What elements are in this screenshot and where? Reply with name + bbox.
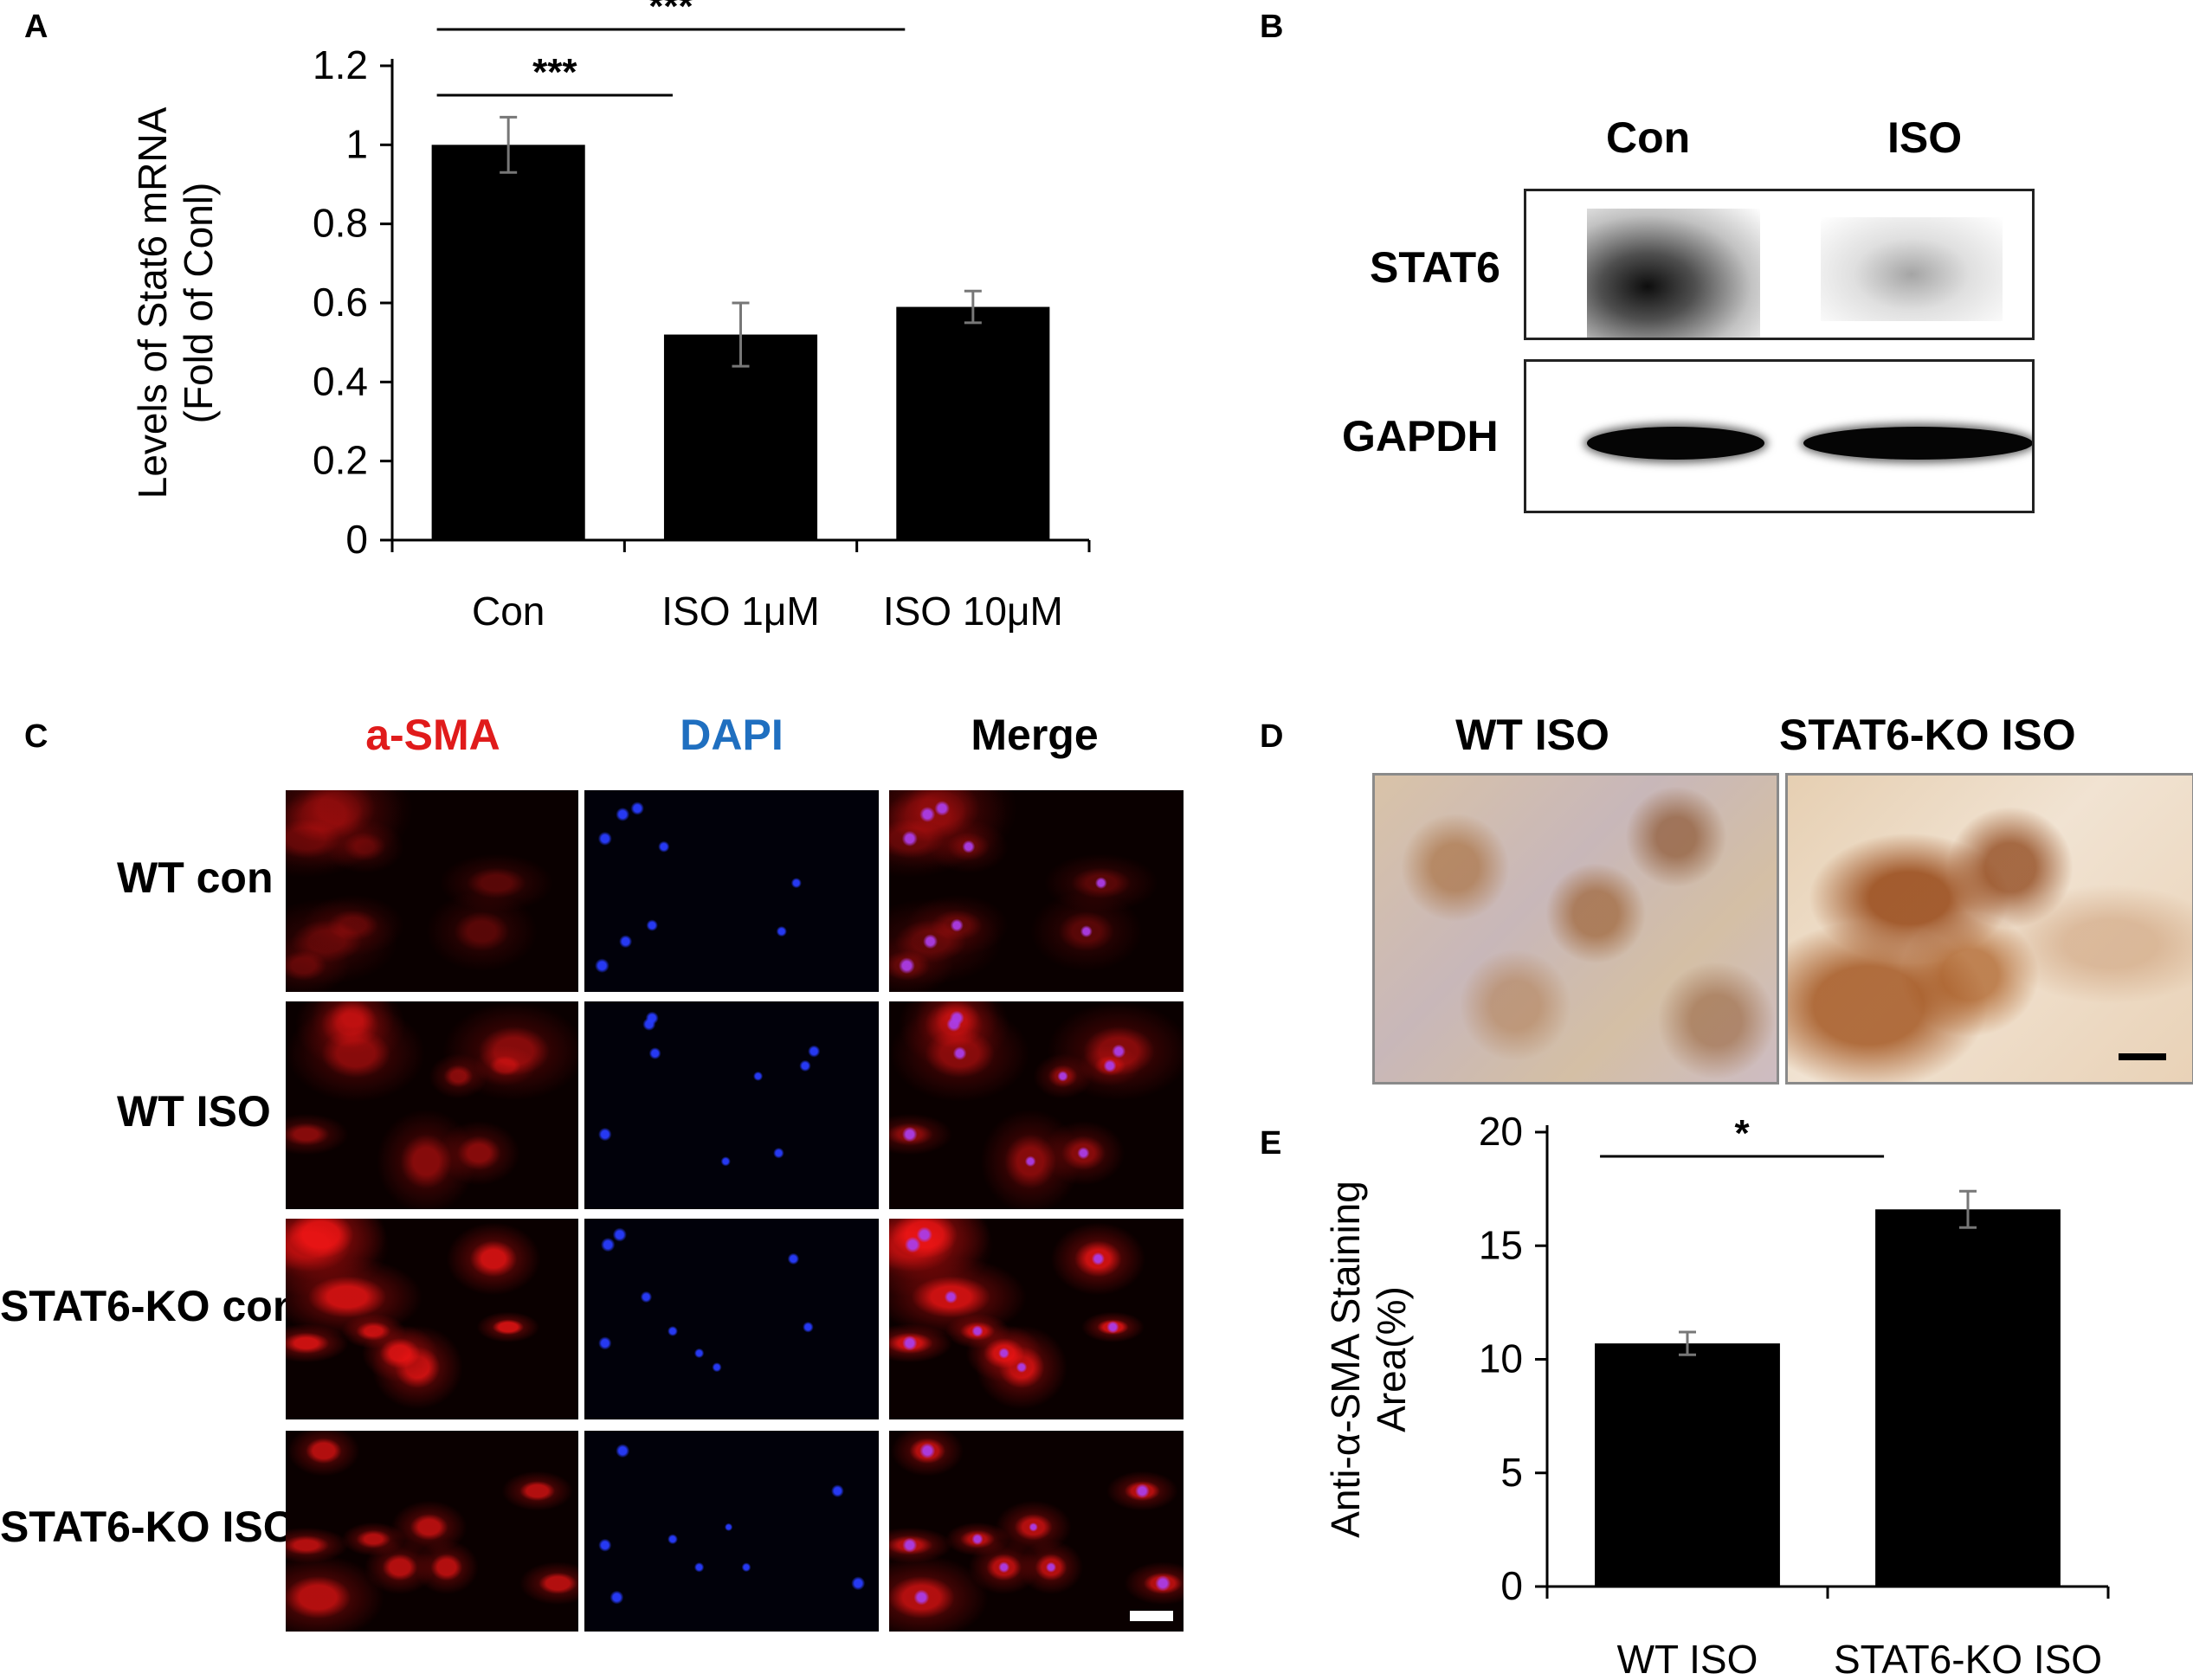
blot-gapdh-band-con (1587, 427, 1764, 460)
if-image-stat6-ko-iso-asma (286, 1431, 578, 1632)
significance-label: * (1735, 1112, 1751, 1155)
blot-gapdh-band-iso (1803, 427, 2032, 460)
x-category-label: ISO 1μM (661, 589, 819, 634)
blot-gapdh-strip (1524, 359, 2035, 513)
y-axis-label-line2: (Fold of Conl) (176, 183, 221, 424)
if-image-wt-iso-dapi (584, 1001, 879, 1209)
if-image-wt-iso-merge (889, 1001, 1184, 1209)
if-image-wt-con-merge (889, 790, 1184, 992)
blot-lane-label-con: Con (1606, 113, 1691, 162)
y-tick-label: 5 (1500, 1450, 1523, 1495)
bar (896, 306, 1050, 540)
y-axis-label: Levels of Stat6 mRNA (Fold of Conl) (130, 106, 221, 499)
y-axis-label-line1: Levels of Stat6 mRNA (130, 106, 175, 499)
chart-e-sma-staining: 0 5 10 15 20 WT ISO STAT6-KO ISO * Anti-α-SMA St… (1323, 1109, 2110, 1680)
panel-label-c: C (24, 718, 48, 755)
ihc-column-label-stat6-ko-iso: STAT6-KO ISO (1779, 711, 2076, 759)
x-category-label: Con (472, 589, 545, 634)
ihc-image-wt-iso (1372, 773, 1779, 1085)
y-tick-label: 20 (1479, 1109, 1523, 1154)
if-column-label-merge: Merge (971, 711, 1099, 759)
if-row-label-wt-con: WT con (117, 853, 274, 902)
ihc-image-stat6-ko-iso (1785, 773, 2193, 1085)
if-image-stat6-ko-iso-dapi (584, 1431, 879, 1632)
y-tick-label: 0.2 (313, 438, 368, 483)
if-image-wt-con-asma (286, 790, 578, 992)
y-tick-label: 0.6 (313, 280, 368, 325)
blot-stat6-strip (1524, 189, 2035, 340)
if-image-stat6-ko-con-merge (889, 1219, 1184, 1419)
blot-stat6-band-iso (1821, 217, 2003, 321)
blot-stat6-band-con (1587, 209, 1760, 338)
x-category-label: STAT6-KO ISO (1834, 1637, 2102, 1680)
y-tick-label: 0 (345, 517, 368, 562)
if-row-label-stat6-ko-con: STAT6-KO con (0, 1282, 300, 1330)
blot-lane-label-iso: ISO (1887, 113, 1963, 162)
ihc-column-label-wt-iso: WT ISO (1455, 711, 1609, 759)
if-image-wt-iso-asma (286, 1001, 578, 1209)
if-image-wt-con-dapi (584, 790, 879, 992)
significance-label: *** (648, 0, 693, 28)
y-tick-label: 15 (1479, 1222, 1523, 1267)
significance-label: *** (532, 51, 577, 93)
y-axis-label-line1: Anti-α-SMA Staining (1323, 1181, 1368, 1538)
if-row-label-stat6-ko-iso: STAT6-KO ISO (0, 1503, 297, 1551)
y-axis-label-line2: Area(%) (1369, 1286, 1414, 1432)
bar (1595, 1343, 1780, 1587)
panel-label-d: D (1260, 718, 1284, 755)
if-image-stat6-ko-iso-merge (889, 1431, 1184, 1632)
y-tick-label: 1.2 (313, 42, 368, 87)
bar (663, 334, 818, 540)
y-tick-label: 0.8 (313, 201, 368, 246)
x-category-label: WT ISO (1617, 1637, 1758, 1680)
y-tick-label: 0.4 (313, 358, 368, 403)
bar (431, 145, 585, 541)
if-row-label-wt-iso: WT ISO (117, 1087, 271, 1136)
panel-label-a: A (24, 9, 48, 45)
if-image-stat6-ko-con-asma (286, 1219, 578, 1419)
if-column-label-dapi: DAPI (680, 711, 784, 759)
panel-label-e: E (1260, 1125, 1282, 1162)
if-column-label-asma: a-SMA (365, 711, 500, 759)
y-tick-label: 10 (1479, 1336, 1523, 1381)
if-image-stat6-ko-con-dapi (584, 1219, 879, 1419)
blot-protein-label-stat6: STAT6 (1370, 243, 1500, 292)
x-category-label: ISO 10μM (883, 589, 1063, 634)
y-tick-label: 1 (345, 121, 368, 166)
chart-a-stat6-mrna: 0 0.2 0.4 0.6 0.8 1 1.2 Con ISO 1μM ISO 10μM *** **… (130, 0, 1091, 634)
panel-label-b: B (1260, 9, 1284, 45)
if-scale-bar (1130, 1611, 1173, 1621)
ihc-scale-bar (2119, 1053, 2166, 1060)
bar (1875, 1209, 2061, 1587)
y-tick-label: 0 (1500, 1563, 1523, 1608)
y-axis-label: Anti-α-SMA Staining Area(%) (1323, 1181, 1414, 1538)
blot-protein-label-gapdh: GAPDH (1342, 412, 1499, 460)
